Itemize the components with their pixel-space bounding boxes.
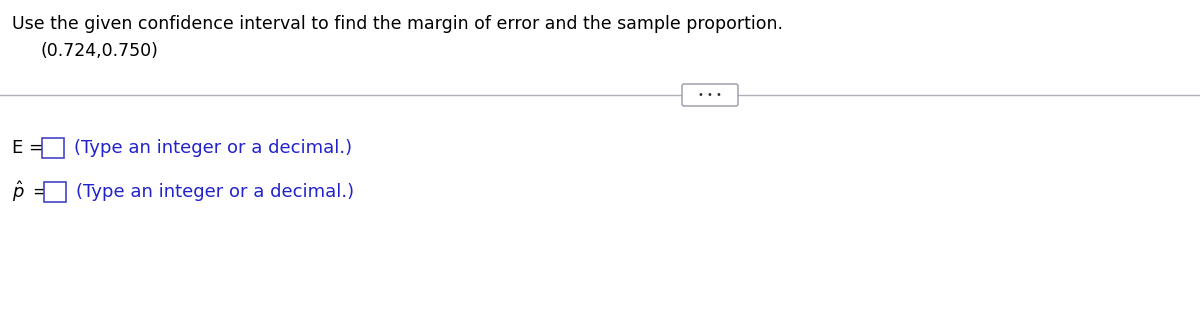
Text: (Type an integer or a decimal.): (Type an integer or a decimal.)	[76, 183, 354, 201]
FancyBboxPatch shape	[42, 138, 64, 158]
Text: $\hat{p}$: $\hat{p}$	[12, 180, 25, 205]
Text: (0.724,0.750): (0.724,0.750)	[40, 42, 158, 60]
Text: E =: E =	[12, 139, 44, 157]
FancyBboxPatch shape	[682, 84, 738, 106]
Text: =: =	[32, 183, 47, 201]
Text: Use the given confidence interval to find the margin of error and the sample pro: Use the given confidence interval to fin…	[12, 15, 784, 33]
Text: (Type an integer or a decimal.): (Type an integer or a decimal.)	[74, 139, 352, 157]
Text: • • •: • • •	[698, 90, 722, 100]
FancyBboxPatch shape	[44, 182, 66, 202]
